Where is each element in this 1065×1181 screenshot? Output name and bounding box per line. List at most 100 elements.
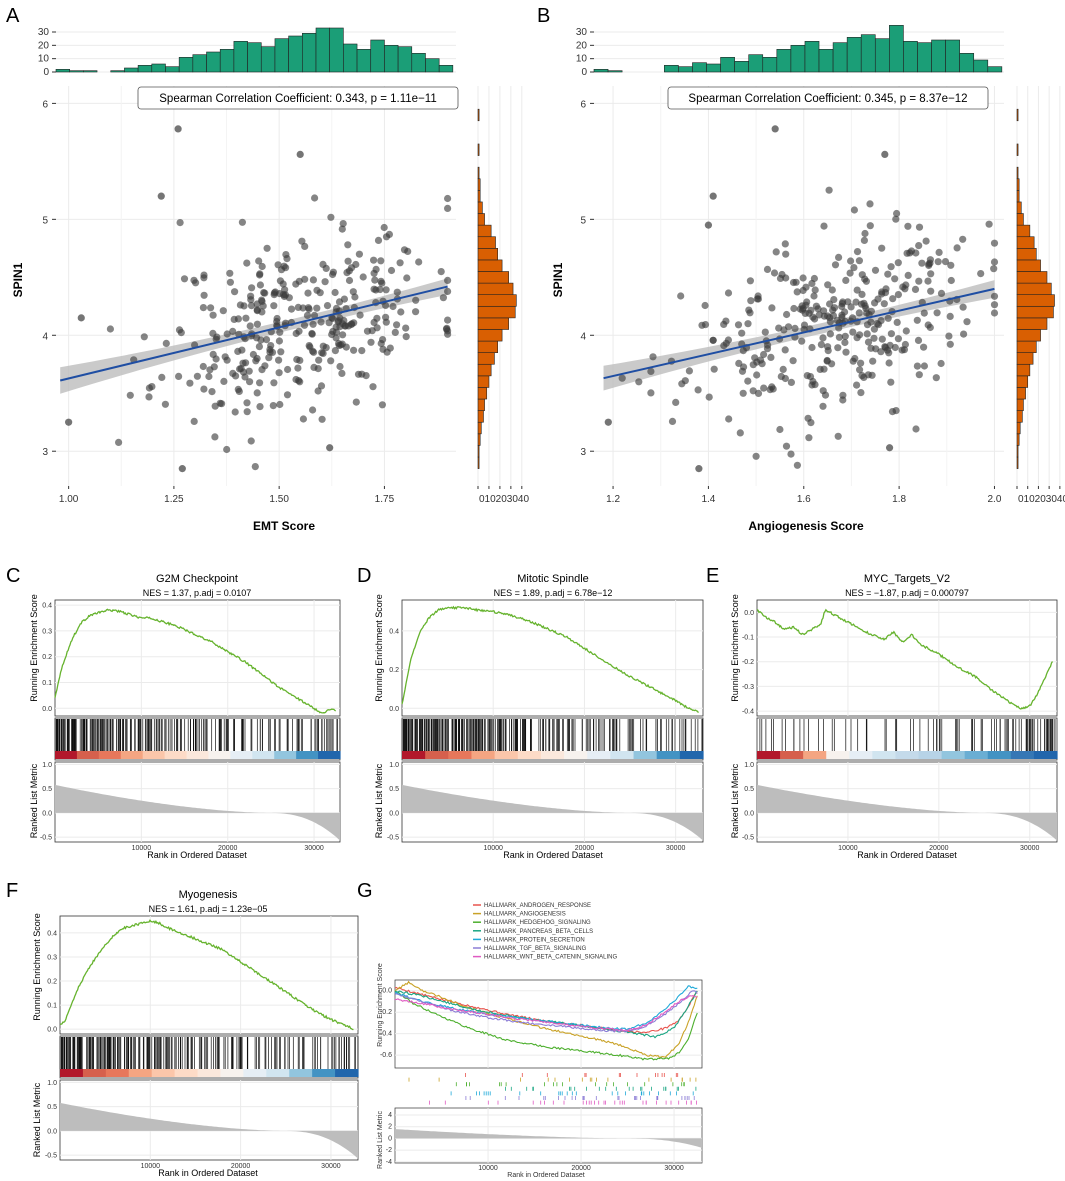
x-tick-label: 2.0 [988, 494, 1002, 505]
data-point [734, 321, 743, 329]
hist-bar [260, 46, 276, 73]
data-point [835, 333, 844, 341]
metric-tick-label: 0 [388, 1135, 392, 1142]
metric-tick-label: 0.5 [744, 786, 754, 793]
data-point [344, 241, 352, 249]
data-point [275, 337, 283, 345]
data-point [412, 308, 420, 316]
hist-bar [477, 352, 495, 365]
hist-bar [477, 363, 492, 377]
data-point [760, 350, 768, 359]
data-point [820, 222, 828, 230]
data-point [808, 343, 816, 352]
metric-tick-label: 1.0 [47, 1080, 57, 1087]
metric-tick-label: -0.5 [387, 835, 399, 842]
data-point [279, 280, 287, 288]
data-point [314, 387, 322, 395]
panel-g-es-ylabel: Running Enrichment Score [377, 963, 384, 1047]
data-point [234, 315, 242, 323]
hist-bar [1016, 421, 1021, 435]
metric-tick-label: 1.0 [389, 762, 399, 769]
hist-bar [1016, 178, 1020, 191]
data-point [867, 344, 875, 352]
data-point [380, 223, 388, 232]
es-tick-label: 0.3 [42, 628, 52, 635]
data-point [158, 373, 166, 381]
panel-a-x-label: EMT Score [253, 519, 315, 533]
panel-b-right-histogram: 010203040 [1016, 86, 1065, 505]
metric-tick-label: 4 [388, 1112, 392, 1119]
data-point [894, 291, 903, 299]
data-point [342, 343, 350, 351]
panel-g-xlabel: Rank in Ordered Dataset [507, 1172, 584, 1179]
data-point [838, 313, 846, 322]
hist-tick-label: 30 [576, 27, 588, 38]
rank-heat-cell [517, 751, 542, 759]
panel-a-axes: 1.00 1.25 1.50 1.75 3 4 5 6 [42, 99, 394, 505]
data-point [735, 359, 743, 367]
hist-bar [233, 41, 248, 73]
panel-label-a: A [6, 5, 20, 27]
hist-bar [110, 70, 125, 73]
y-tick-label: 4 [42, 331, 48, 342]
hist-bar [903, 41, 918, 73]
data-point [261, 289, 269, 297]
es-tick-label: -0.2 [742, 659, 754, 666]
hist-tick-labels: 010203040 [479, 494, 529, 505]
data-point [253, 320, 261, 328]
data-point [935, 248, 943, 256]
data-point [724, 289, 733, 297]
data-point [990, 292, 999, 300]
data-point [901, 340, 910, 349]
data-point [777, 372, 785, 381]
rank-heat-cell [128, 1069, 153, 1077]
data-point [359, 273, 367, 281]
hist-bar [477, 166, 480, 180]
rank-heat-cell [448, 751, 473, 759]
data-point [400, 246, 409, 254]
data-point [315, 356, 323, 364]
hist-bar [1016, 201, 1022, 214]
legend-label: HALLMARK_TGF_BETA_SIGNALING [484, 946, 587, 952]
data-point [894, 259, 902, 267]
data-point [874, 295, 882, 303]
rank-heat-cell [120, 751, 144, 759]
metric-x-tick-label: 30000 [304, 845, 324, 852]
ranked-metric-area [55, 784, 340, 841]
data-point [323, 302, 332, 310]
data-point [873, 320, 881, 328]
data-point [915, 371, 923, 379]
data-point [990, 258, 999, 266]
metric-tick-label: 1.0 [744, 762, 754, 769]
es-tick-label: 0.4 [42, 603, 52, 610]
data-point [252, 357, 260, 365]
data-point [309, 406, 317, 414]
hist-bar [832, 42, 848, 73]
data-point [878, 244, 886, 252]
hist-bar [477, 410, 484, 423]
rank-heat-cell [55, 751, 78, 759]
data-point [393, 321, 401, 329]
panel-b-axes: 1.2 1.4 1.6 1.8 2.0 3 4 5 6 [580, 99, 1001, 505]
data-point [761, 328, 769, 336]
data-point [212, 355, 220, 363]
hist-bar [124, 67, 139, 73]
hist-bar [607, 70, 623, 73]
data-point [382, 313, 390, 321]
data-point [200, 291, 208, 299]
panel-c-gsea: G2M Checkpoint NES = 1.37, p.adj = 0.010… [29, 573, 341, 860]
hist-bar [931, 39, 946, 73]
data-point [329, 270, 337, 279]
data-point [977, 270, 985, 278]
hist-bar [55, 69, 70, 73]
hist-bar [1016, 190, 1020, 203]
data-point [161, 400, 169, 408]
hist-bar [411, 53, 426, 73]
data-point [753, 371, 761, 379]
data-point [273, 314, 281, 323]
data-point [768, 304, 776, 312]
data-point [258, 366, 266, 374]
data-point [377, 257, 385, 265]
panel-g-gsea-multi: HALLMARK_ANDROGEN_RESPONSE HALLMARK_ANGIO… [377, 903, 703, 1179]
data-point [831, 261, 840, 269]
